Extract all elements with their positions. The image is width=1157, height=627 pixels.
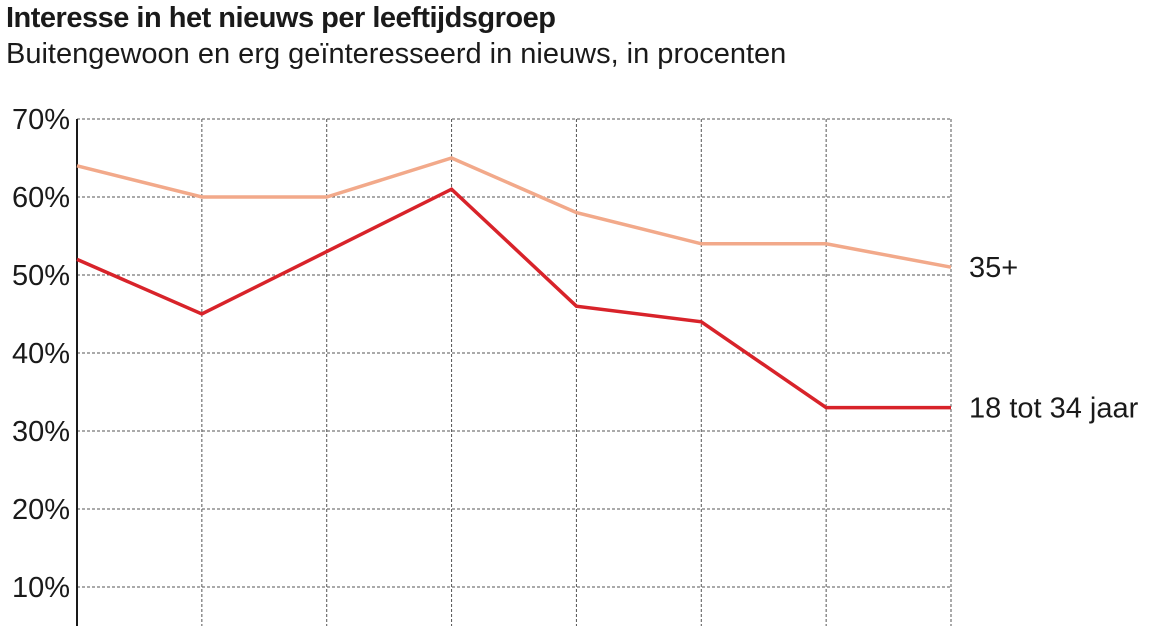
grid-lines	[76, 118, 952, 626]
chart-subtitle: Buitengewoon en erg geïnteresseerd in ni…	[6, 38, 787, 70]
y-tick-label: 50%	[12, 260, 70, 292]
series-line-0	[76, 156, 952, 269]
chart-title: Interesse in het nieuws per leeftijdsgro…	[6, 2, 556, 34]
y-axis-tick-labels: 70% 60% 50% 40% 30% 20% 10%	[12, 104, 70, 604]
y-tick-label: 20%	[12, 494, 70, 526]
y-tick-label: 70%	[12, 104, 70, 136]
series-label: 35+	[969, 252, 1018, 284]
y-tick-label: 10%	[12, 572, 70, 604]
y-tick-label: 40%	[12, 338, 70, 370]
series-labels: 35+ 18 tot 34 jaar	[969, 252, 1139, 424]
series-line-1	[76, 187, 951, 410]
series-lines	[76, 156, 952, 410]
series-label: 18 tot 34 jaar	[969, 393, 1139, 425]
y-tick-label: 60%	[12, 182, 70, 214]
y-tick-label: 30%	[12, 416, 70, 448]
